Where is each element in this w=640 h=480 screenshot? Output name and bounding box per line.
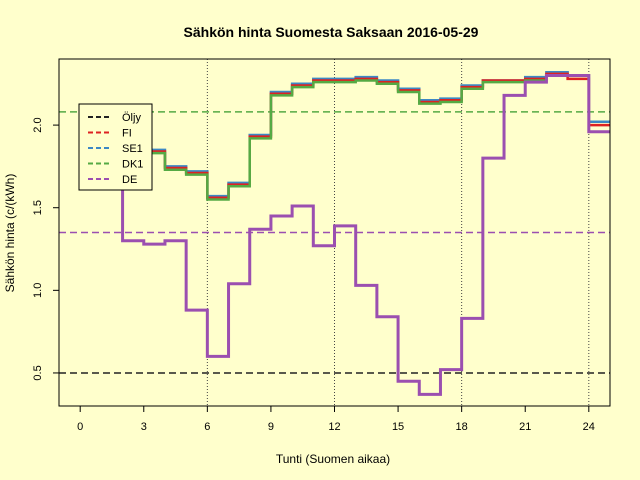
y-tick-label: 0.5 bbox=[32, 365, 44, 380]
x-tick-label: 21 bbox=[519, 421, 531, 433]
y-tick-label: 2.0 bbox=[32, 117, 44, 132]
y-axis: 0.5 1.0 1.5 2.0 bbox=[32, 117, 59, 381]
x-tick-label: 12 bbox=[328, 421, 340, 433]
legend-label: SE1 bbox=[122, 143, 143, 155]
series-line-se1 bbox=[101, 70, 610, 198]
y-axis-label: Sähkön hinta (c/(kWh) bbox=[3, 174, 17, 293]
x-tick-label: 15 bbox=[392, 421, 404, 433]
x-tick-label: 24 bbox=[583, 421, 595, 433]
x-axis: 0 3 6 9 12 15 18 21 24 bbox=[77, 406, 595, 433]
x-tick-label: 9 bbox=[268, 421, 274, 433]
legend-label: DK1 bbox=[122, 159, 143, 171]
legend-label: Öljy bbox=[122, 112, 141, 124]
series-line-dk1 bbox=[101, 74, 610, 201]
x-tick-label: 6 bbox=[204, 421, 210, 433]
series-line-de bbox=[101, 74, 610, 396]
legend-label: DE bbox=[122, 174, 137, 186]
x-tick-label: 0 bbox=[77, 421, 83, 433]
legend: Öljy FI SE1 DK1 DE bbox=[78, 103, 153, 191]
legend-label: FI bbox=[122, 128, 132, 140]
y-tick-label: 1.5 bbox=[32, 200, 44, 215]
chart-title: Sähkön hinta Suomesta Saksaan 2016-05-29 bbox=[184, 24, 479, 40]
x-tick-label: 3 bbox=[141, 421, 147, 433]
x-tick-label: 18 bbox=[456, 421, 468, 433]
y-tick-label: 1.0 bbox=[32, 283, 44, 298]
series-line-fi bbox=[101, 72, 610, 200]
x-axis-label: Tunti (Suomen aikaa) bbox=[276, 452, 390, 466]
